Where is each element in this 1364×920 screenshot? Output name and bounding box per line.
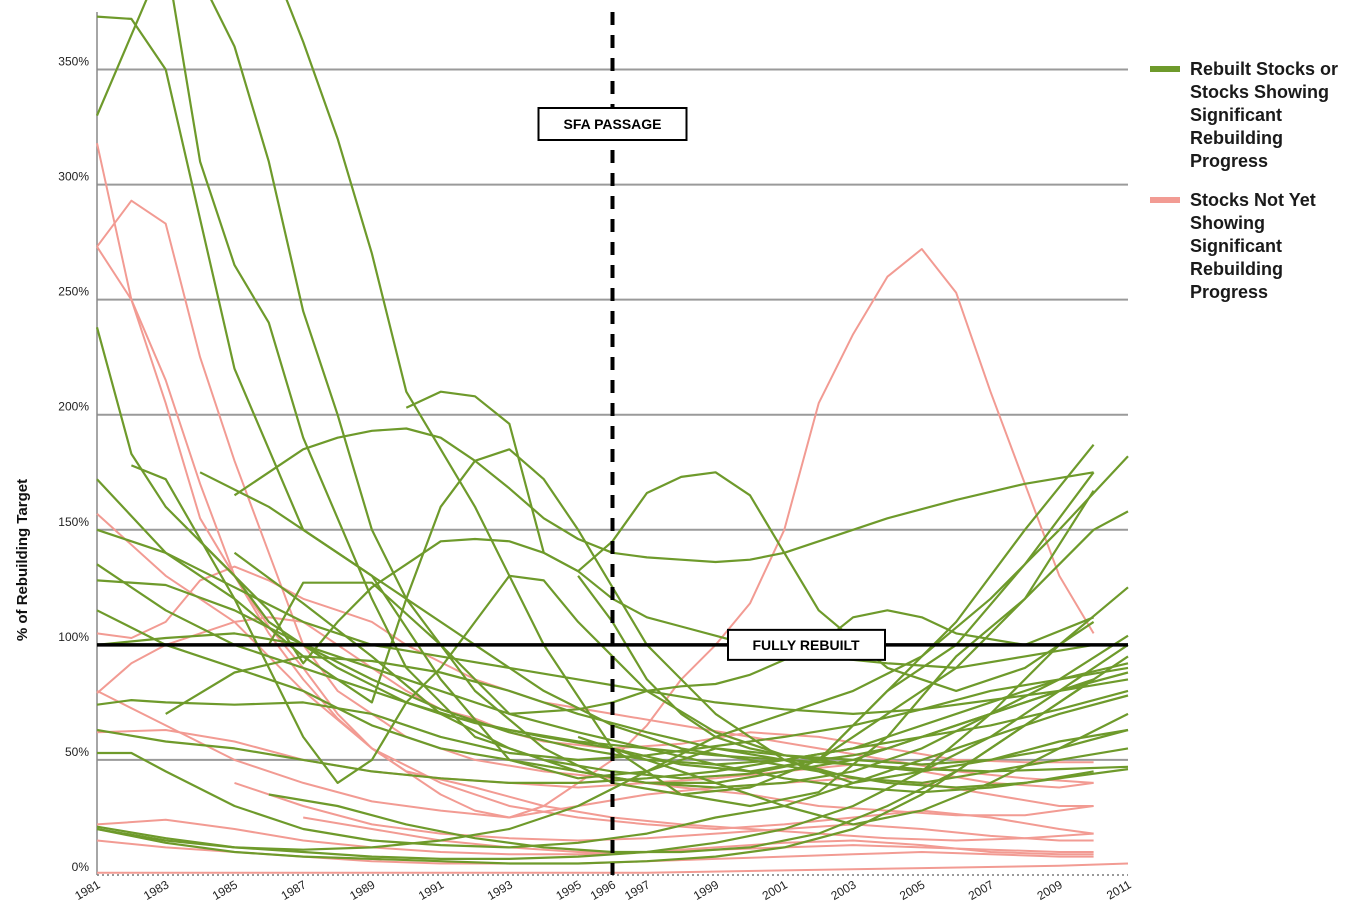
legend-label-not-yet: Stocks Not Yet Showing Significant Rebui… <box>1190 190 1316 302</box>
x-tick-label: 2003 <box>828 877 858 903</box>
series-line-rebuilt <box>199 471 1094 789</box>
series-line-rebuilt <box>96 632 1129 794</box>
series-line-rebuilt <box>96 15 1129 780</box>
series-line-rebuilt <box>577 712 1129 826</box>
x-tick-label: 1987 <box>279 877 309 903</box>
series-line-rebuilt <box>97 694 1129 849</box>
y-axis-label: % of Rebuilding Target <box>14 479 31 641</box>
fully-rebuilt-label-box: FULLY REBUILT <box>727 628 886 661</box>
series-line-rebuilt <box>405 390 1095 692</box>
series-line-rebuilt <box>268 678 1095 854</box>
series-line-not-yet <box>96 246 1095 819</box>
legend-label-rebuilt: Rebuilt Stocks or Stocks Showing Signifi… <box>1190 59 1339 171</box>
y-tick-label: 200% <box>58 400 89 414</box>
x-tick-label: 1981 <box>72 877 102 903</box>
y-tick-label: 150% <box>58 515 89 529</box>
series-line-rebuilt <box>96 662 1129 761</box>
x-axis-ticks: 1981 1983 1985 1987 1989 1991 1993 1995 1996 1997… <box>72 877 1133 903</box>
series-line-rebuilt <box>233 427 1094 564</box>
x-tick-label: 1993 <box>485 877 515 903</box>
series-line-not-yet <box>234 781 1094 842</box>
x-tick-label: 2011 <box>1104 877 1134 902</box>
legend-item-rebuilt: Rebuilt Stocks or Stocks Showing Signifi… <box>1150 58 1360 173</box>
y-axis-ticks: 0% 50% 100% 150% 200% 250% 300% 350% <box>58 55 89 874</box>
series-line-rebuilt <box>96 643 1129 860</box>
x-tick-label: 1983 <box>141 877 171 903</box>
series-line-rebuilt <box>165 655 1129 766</box>
x-tick-label: 2009 <box>1035 877 1065 903</box>
x-tick-label: 1989 <box>347 877 377 903</box>
legend-swatch-rebuilt <box>1150 66 1180 72</box>
series-line-rebuilt <box>577 575 1094 761</box>
series-line-rebuilt <box>233 551 1129 789</box>
y-tick-label: 300% <box>58 170 89 184</box>
y-tick-label: 250% <box>58 285 89 299</box>
y-tick-label: 0% <box>72 860 90 874</box>
series-line-not-yet <box>97 862 1129 874</box>
x-tick-label: 1985 <box>210 877 240 903</box>
series-line-rebuilt <box>267 581 1095 715</box>
legend-item-not-yet: Stocks Not Yet Showing Significant Rebui… <box>1150 189 1360 304</box>
series-line-not-yet <box>96 565 1094 784</box>
legend-swatch-not-yet <box>1150 197 1180 203</box>
x-tick-label: 2005 <box>897 877 927 903</box>
y-tick-label: 50% <box>65 745 89 759</box>
y-tick-label: 100% <box>58 630 89 644</box>
series-line-not-yet <box>96 142 1094 842</box>
legend: Rebuilt Stocks or Stocks Showing Signifi… <box>1150 58 1360 320</box>
fully-rebuilt-label: FULLY REBUILT <box>752 637 860 653</box>
x-tick-label: 1991 <box>416 877 446 903</box>
sfa-passage-label-box: SFA PASSAGE <box>537 107 688 141</box>
y-tick-label: 350% <box>58 55 89 69</box>
x-tick-label: 1996 <box>588 877 618 903</box>
sfa-passage-label: SFA PASSAGE <box>563 116 661 132</box>
x-tick-label: 2001 <box>760 877 790 903</box>
x-tick-label: 1997 <box>622 877 652 903</box>
x-tick-label: 2007 <box>966 877 996 903</box>
x-tick-label: 1999 <box>691 877 721 903</box>
series-layer <box>95 0 1129 874</box>
series-line-rebuilt <box>130 464 1129 784</box>
series-line-rebuilt <box>210 0 1095 796</box>
series-line-rebuilt <box>96 563 1129 773</box>
x-tick-label: 1995 <box>554 877 584 903</box>
series-line-rebuilt <box>199 537 1094 669</box>
annotations: SFA PASSAGE FULLY REBUILT <box>97 12 1128 875</box>
series-line-rebuilt <box>96 747 1129 851</box>
